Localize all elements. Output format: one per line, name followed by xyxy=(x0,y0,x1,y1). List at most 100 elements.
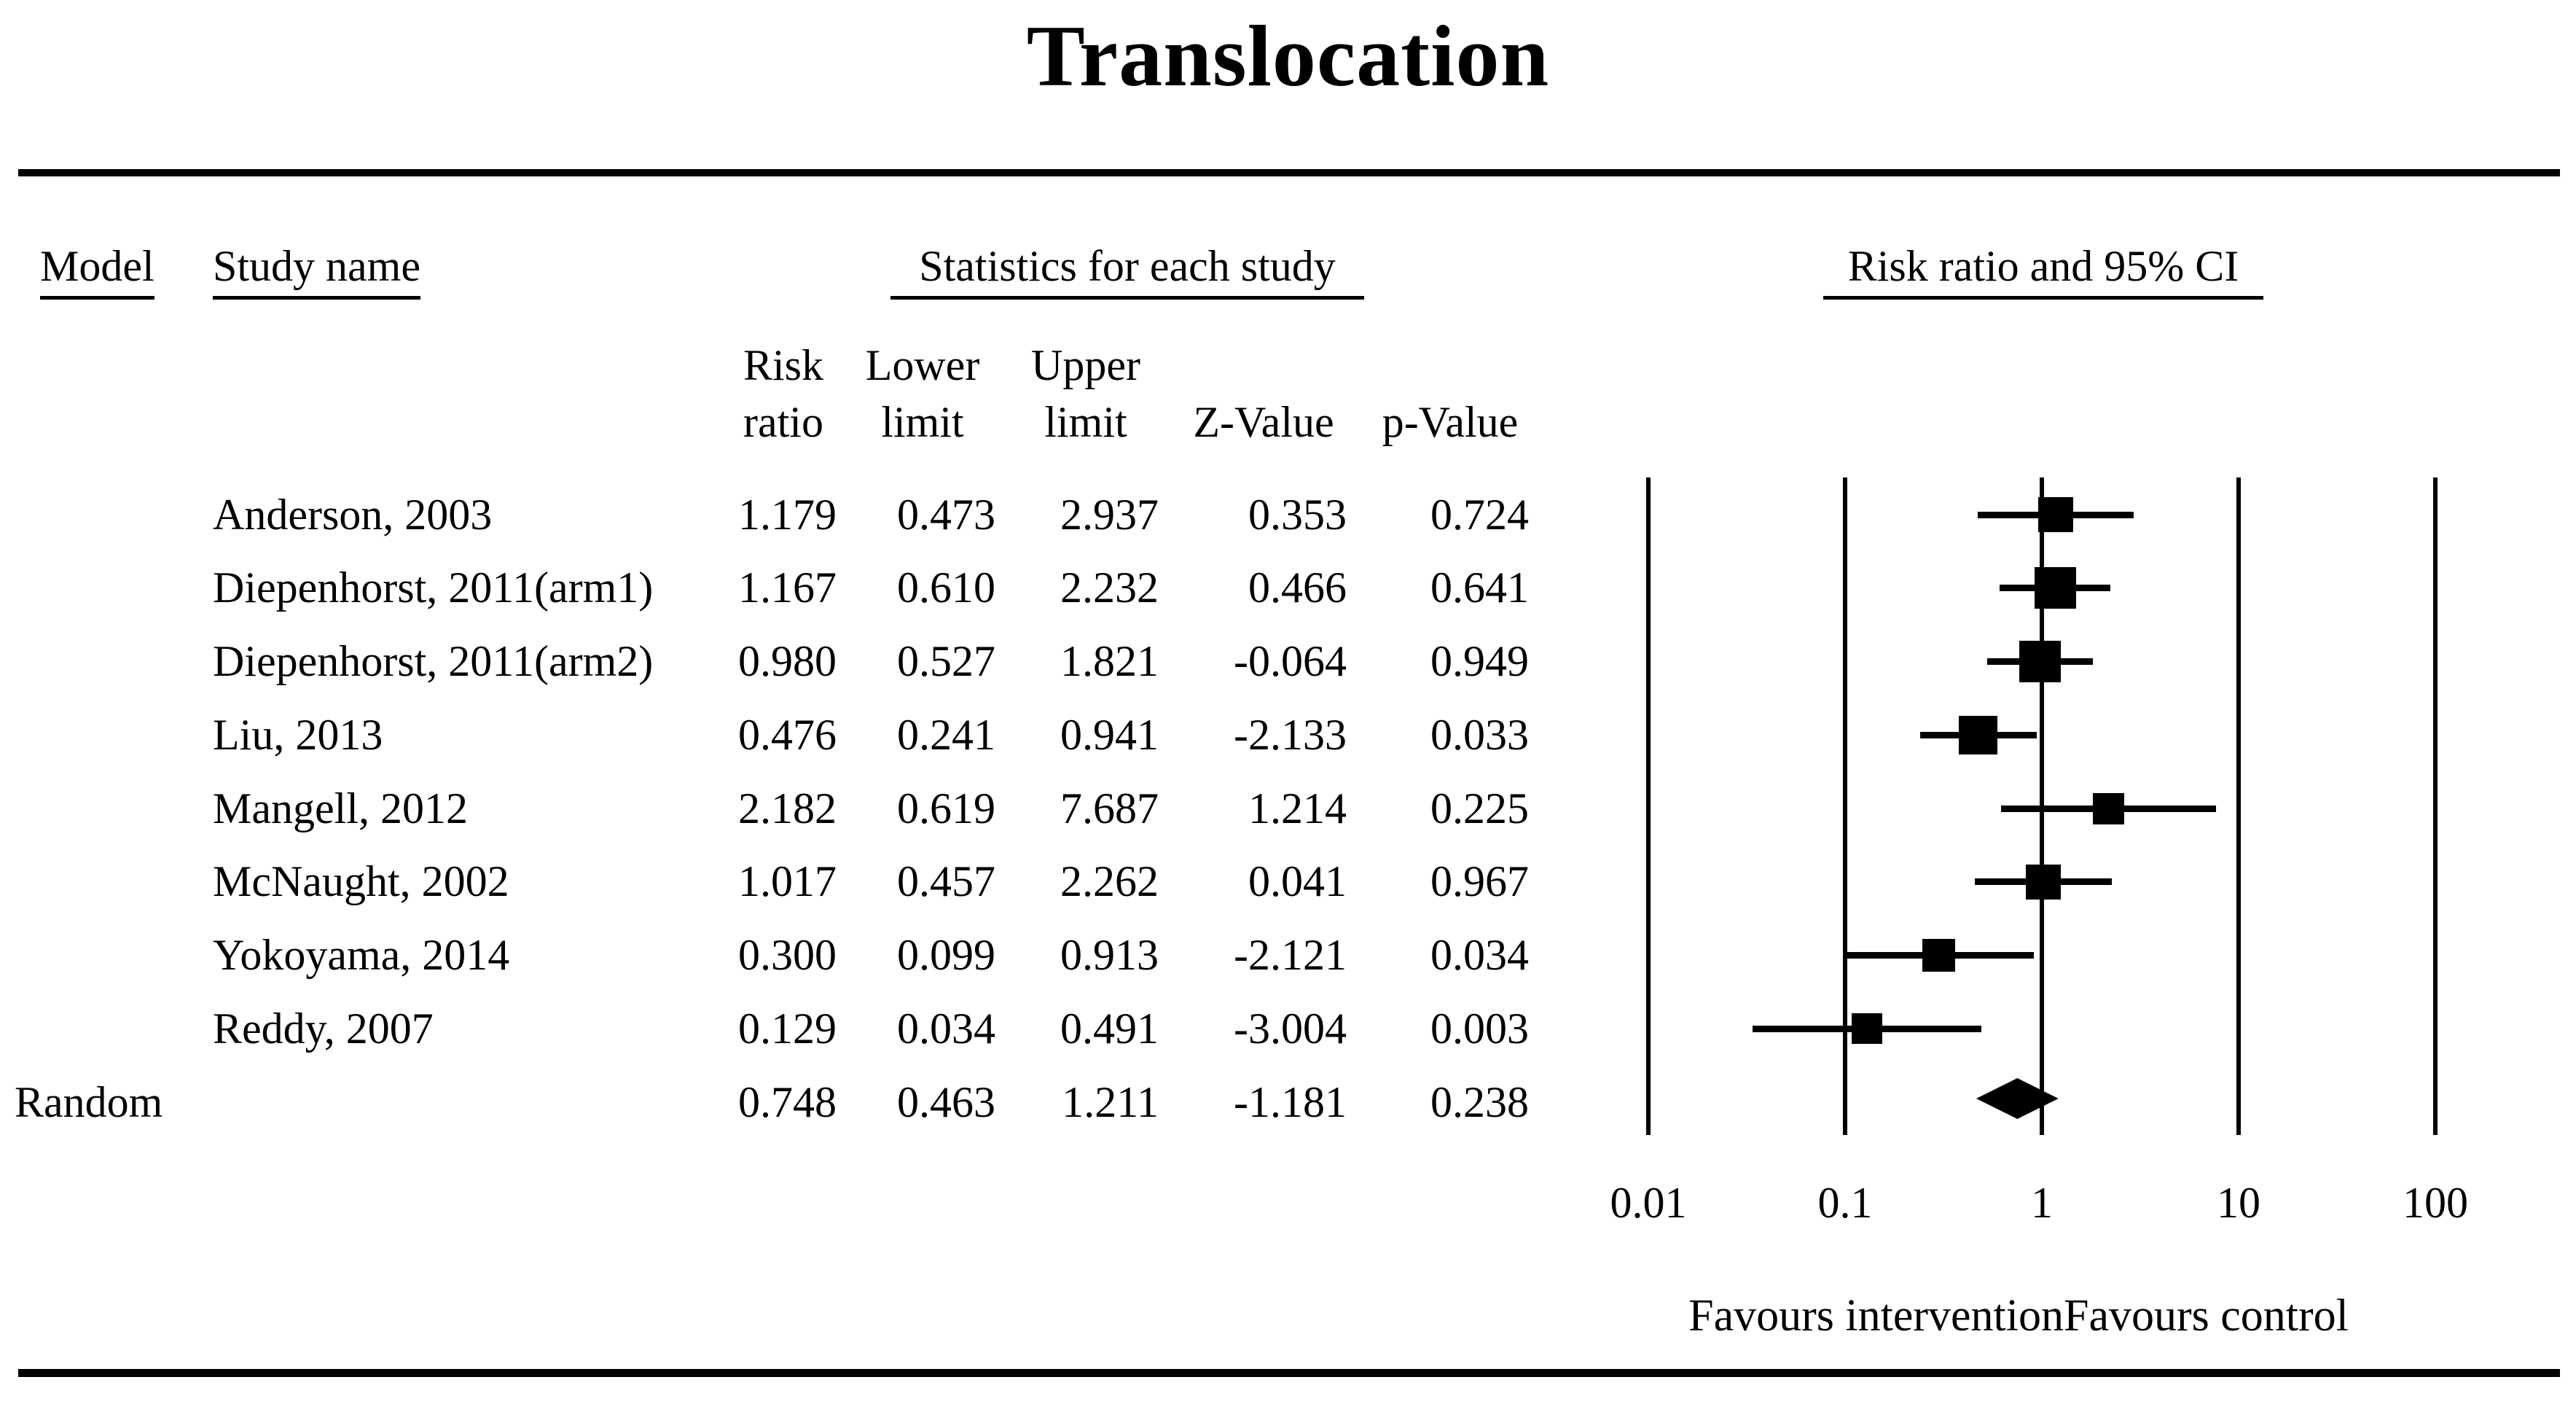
x-tick-label: 0.1 xyxy=(1817,1179,1873,1227)
upper-limit-header-line1: Upper xyxy=(1031,341,1140,389)
z-value-cell: 0.353 xyxy=(1248,490,1347,539)
table-row: Diepenhorst, 2011(arm1) 1.167 0.610 2.232 0.… xyxy=(15,552,1529,625)
risk-ratio-cell: 1.017 xyxy=(738,857,837,906)
p-value-cell: 0.003 xyxy=(1430,1004,1529,1053)
gridline-0.01 xyxy=(1646,477,1651,1135)
p-value-cell: 0.238 xyxy=(1430,1077,1529,1126)
column-header-risk-ratio: Risk ratio xyxy=(743,337,823,450)
risk-ratio-cell: 0.980 xyxy=(738,637,837,685)
lower-limit-cell: 0.463 xyxy=(897,1077,995,1126)
gridline-10 xyxy=(2236,477,2241,1135)
favours-control-label: Favours control xyxy=(2063,1291,2349,1341)
upper-limit-cell: 0.491 xyxy=(1060,1004,1159,1053)
upper-limit-cell: 1.821 xyxy=(1060,637,1159,685)
column-header-p-value: p-Value xyxy=(1382,398,1519,446)
top-rule xyxy=(18,169,2560,176)
x-tick-label: 1 xyxy=(2031,1179,2053,1227)
study-name-cell: Reddy, 2007 xyxy=(213,1004,434,1053)
table-row: McNaught, 2002 1.017 0.457 2.262 0.041 0.967 xyxy=(15,846,1529,918)
column-header-lower-limit: Lower limit xyxy=(866,337,980,450)
gridline-100 xyxy=(2433,477,2438,1135)
risk-ratio-cell: 2.182 xyxy=(738,784,837,832)
p-value-cell: 0.225 xyxy=(1430,784,1529,832)
effect-marker xyxy=(2092,792,2124,824)
table-row: Reddy, 2007 0.129 0.034 0.491 -3.004 0.003 xyxy=(15,992,1529,1065)
risk-ratio-cell: 1.179 xyxy=(738,490,837,539)
column-header-study-name: Study name xyxy=(213,242,420,300)
effect-marker xyxy=(2038,497,2074,532)
lower-limit-header-line1: Lower xyxy=(865,341,980,389)
risk-ratio-cell: 0.129 xyxy=(738,1004,837,1053)
lower-limit-cell: 0.610 xyxy=(897,563,995,612)
bottom-rule xyxy=(18,1369,2560,1377)
column-header-model: Model xyxy=(40,242,154,300)
column-header-upper-limit: Upper limit xyxy=(1031,337,1140,450)
risk-ratio-cell: 1.167 xyxy=(738,563,837,612)
upper-limit-cell: 2.262 xyxy=(1060,857,1159,906)
lower-limit-cell: 0.034 xyxy=(897,1004,995,1053)
risk-ratio-cell: 0.476 xyxy=(738,710,837,759)
study-name-cell: Diepenhorst, 2011(arm2) xyxy=(213,637,654,685)
gridline-0.1 xyxy=(1843,477,1847,1135)
effect-marker xyxy=(2034,567,2076,609)
summary-row: Random 0.748 0.463 1.211 -1.181 0.238 xyxy=(15,1066,1529,1139)
group-header-risk-ratio-ci: Risk ratio and 95% CI xyxy=(1823,242,2263,300)
lower-limit-cell: 0.527 xyxy=(897,637,995,685)
effect-marker xyxy=(1959,715,1998,754)
z-value-cell: -2.121 xyxy=(1234,931,1347,979)
lower-limit-cell: 0.619 xyxy=(897,784,995,832)
column-header-z-value: Z-Value xyxy=(1193,398,1334,446)
x-tick-label: 100 xyxy=(2403,1179,2468,1227)
lower-limit-cell: 0.473 xyxy=(897,490,995,539)
risk-ratio-cell: 0.300 xyxy=(738,931,837,979)
risk-ratio-header-line1: Risk xyxy=(743,341,824,389)
favours-intervention-label: Favours intervention xyxy=(1688,1291,2064,1341)
axis-footer-labels: Favours interventionFavours control xyxy=(1688,1292,2349,1340)
upper-limit-cell: 0.941 xyxy=(1060,710,1159,759)
z-value-cell: -2.133 xyxy=(1234,710,1347,759)
z-value-cell: 0.041 xyxy=(1248,857,1347,906)
p-value-cell: 0.724 xyxy=(1430,490,1529,539)
table-row: Anderson, 2003 1.179 0.473 2.937 0.353 0.724 xyxy=(15,478,1529,551)
x-tick-label: 10 xyxy=(2217,1179,2260,1227)
upper-limit-cell: 0.913 xyxy=(1060,931,1159,979)
table-row: Liu, 2013 0.476 0.241 0.941 -2.133 0.033 xyxy=(15,698,1529,771)
study-name-cell: Yokoyama, 2014 xyxy=(213,931,510,979)
group-header-statistics-label: Statistics for each study xyxy=(890,242,1364,300)
table-row: Diepenhorst, 2011(arm2) 0.980 0.527 1.821 -0… xyxy=(15,625,1529,698)
upper-limit-cell: 2.232 xyxy=(1060,563,1159,612)
z-value-cell: -0.064 xyxy=(1234,637,1347,685)
risk-ratio-header-line2: ratio xyxy=(743,398,823,446)
lower-limit-cell: 0.457 xyxy=(897,857,995,906)
study-name-cell: McNaught, 2002 xyxy=(213,857,509,906)
effect-marker xyxy=(2025,864,2061,900)
group-header-statistics: Statistics for each study xyxy=(890,242,1364,300)
p-value-cell: 0.033 xyxy=(1430,710,1529,759)
effect-marker xyxy=(1922,939,1956,972)
p-value-cell: 0.949 xyxy=(1430,637,1529,685)
lower-limit-cell: 0.241 xyxy=(897,710,995,759)
z-value-cell: -1.181 xyxy=(1234,1077,1347,1126)
study-name-cell: Liu, 2013 xyxy=(213,710,383,759)
upper-limit-cell: 1.211 xyxy=(1062,1077,1159,1126)
x-tick-label: 0.01 xyxy=(1610,1179,1687,1227)
p-value-cell: 0.641 xyxy=(1430,563,1529,612)
z-value-cell: 1.214 xyxy=(1248,784,1347,832)
p-value-cell: 0.967 xyxy=(1430,857,1529,906)
study-name-cell: Mangell, 2012 xyxy=(213,784,468,832)
group-header-risk-ratio-ci-label: Risk ratio and 95% CI xyxy=(1823,242,2263,300)
summary-diamond xyxy=(1976,1078,2059,1123)
table-row: Mangell, 2012 2.182 0.619 7.687 1.214 0.225 xyxy=(15,772,1529,845)
lower-limit-header-line2: limit xyxy=(881,398,964,446)
table-row: Yokoyama, 2014 0.300 0.099 0.913 -2.121 0.034 xyxy=(15,919,1529,992)
column-header-model-label: Model xyxy=(40,242,154,300)
model-cell: Random xyxy=(15,1077,163,1126)
upper-limit-header-line2: limit xyxy=(1044,398,1127,446)
upper-limit-cell: 7.687 xyxy=(1060,784,1159,832)
upper-limit-cell: 2.937 xyxy=(1060,490,1159,539)
p-value-cell: 0.034 xyxy=(1430,931,1529,979)
risk-ratio-cell: 0.748 xyxy=(738,1077,837,1126)
column-header-study-name-label: Study name xyxy=(213,242,420,300)
effect-marker xyxy=(2019,641,2062,682)
